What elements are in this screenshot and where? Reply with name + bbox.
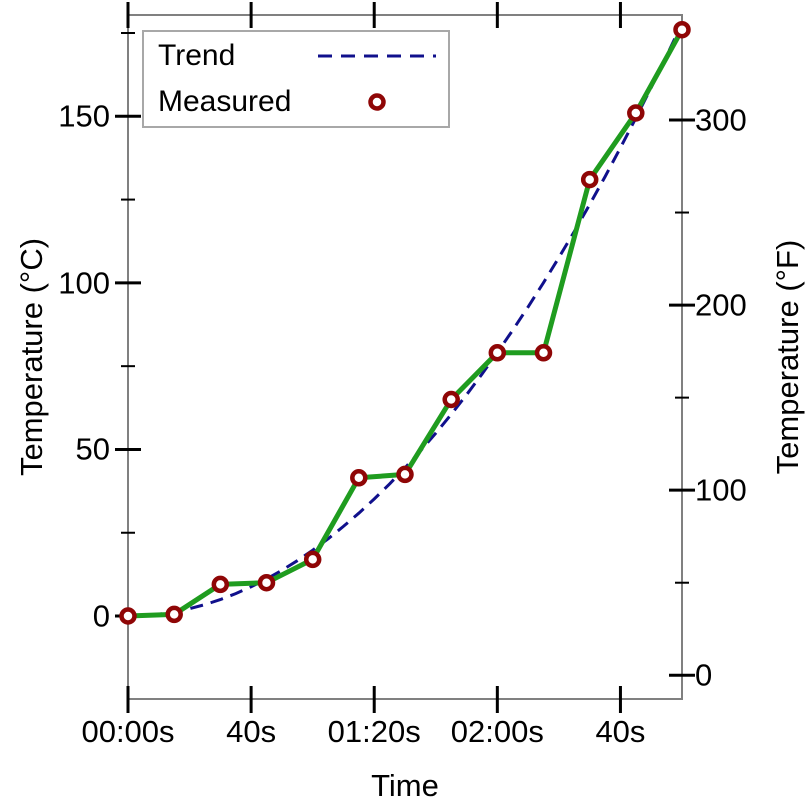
y-tick-label-celsius: 50 xyxy=(75,431,110,467)
y-tick-label-celsius: 0 xyxy=(92,598,110,634)
legend-measured-marker-sample xyxy=(316,87,438,117)
measured-circle-icon xyxy=(368,93,386,111)
legend-trend-label: Trend xyxy=(158,39,236,72)
x-tick-label: 02:00s xyxy=(450,714,544,749)
y-axis-title-right: Temperature (°F) xyxy=(770,239,805,475)
legend-row-trend: Trend xyxy=(144,37,448,75)
x-tick-label: 00:00s xyxy=(81,714,175,749)
legend-measured-label: Measured xyxy=(158,85,292,118)
legend: Trend Measured xyxy=(142,30,450,128)
x-tick-label: 01:20s xyxy=(327,714,421,749)
y-tick-label-fahrenheit: 200 xyxy=(695,287,747,323)
y-tick-label-celsius: 150 xyxy=(58,98,110,134)
legend-row-measured: Measured xyxy=(144,83,448,121)
x-tick-label: 40s xyxy=(226,714,277,749)
y-tick-label-fahrenheit: 100 xyxy=(695,472,747,508)
y-tick-label-celsius: 100 xyxy=(58,265,110,301)
y-tick-label-fahrenheit: 0 xyxy=(695,657,713,693)
x-axis-title: Time xyxy=(371,768,439,803)
trend-dash-icon xyxy=(318,54,436,58)
legend-trend-line-sample xyxy=(316,41,438,71)
x-tick-label: 40s xyxy=(595,714,646,749)
y-tick-label-fahrenheit: 300 xyxy=(695,102,747,138)
